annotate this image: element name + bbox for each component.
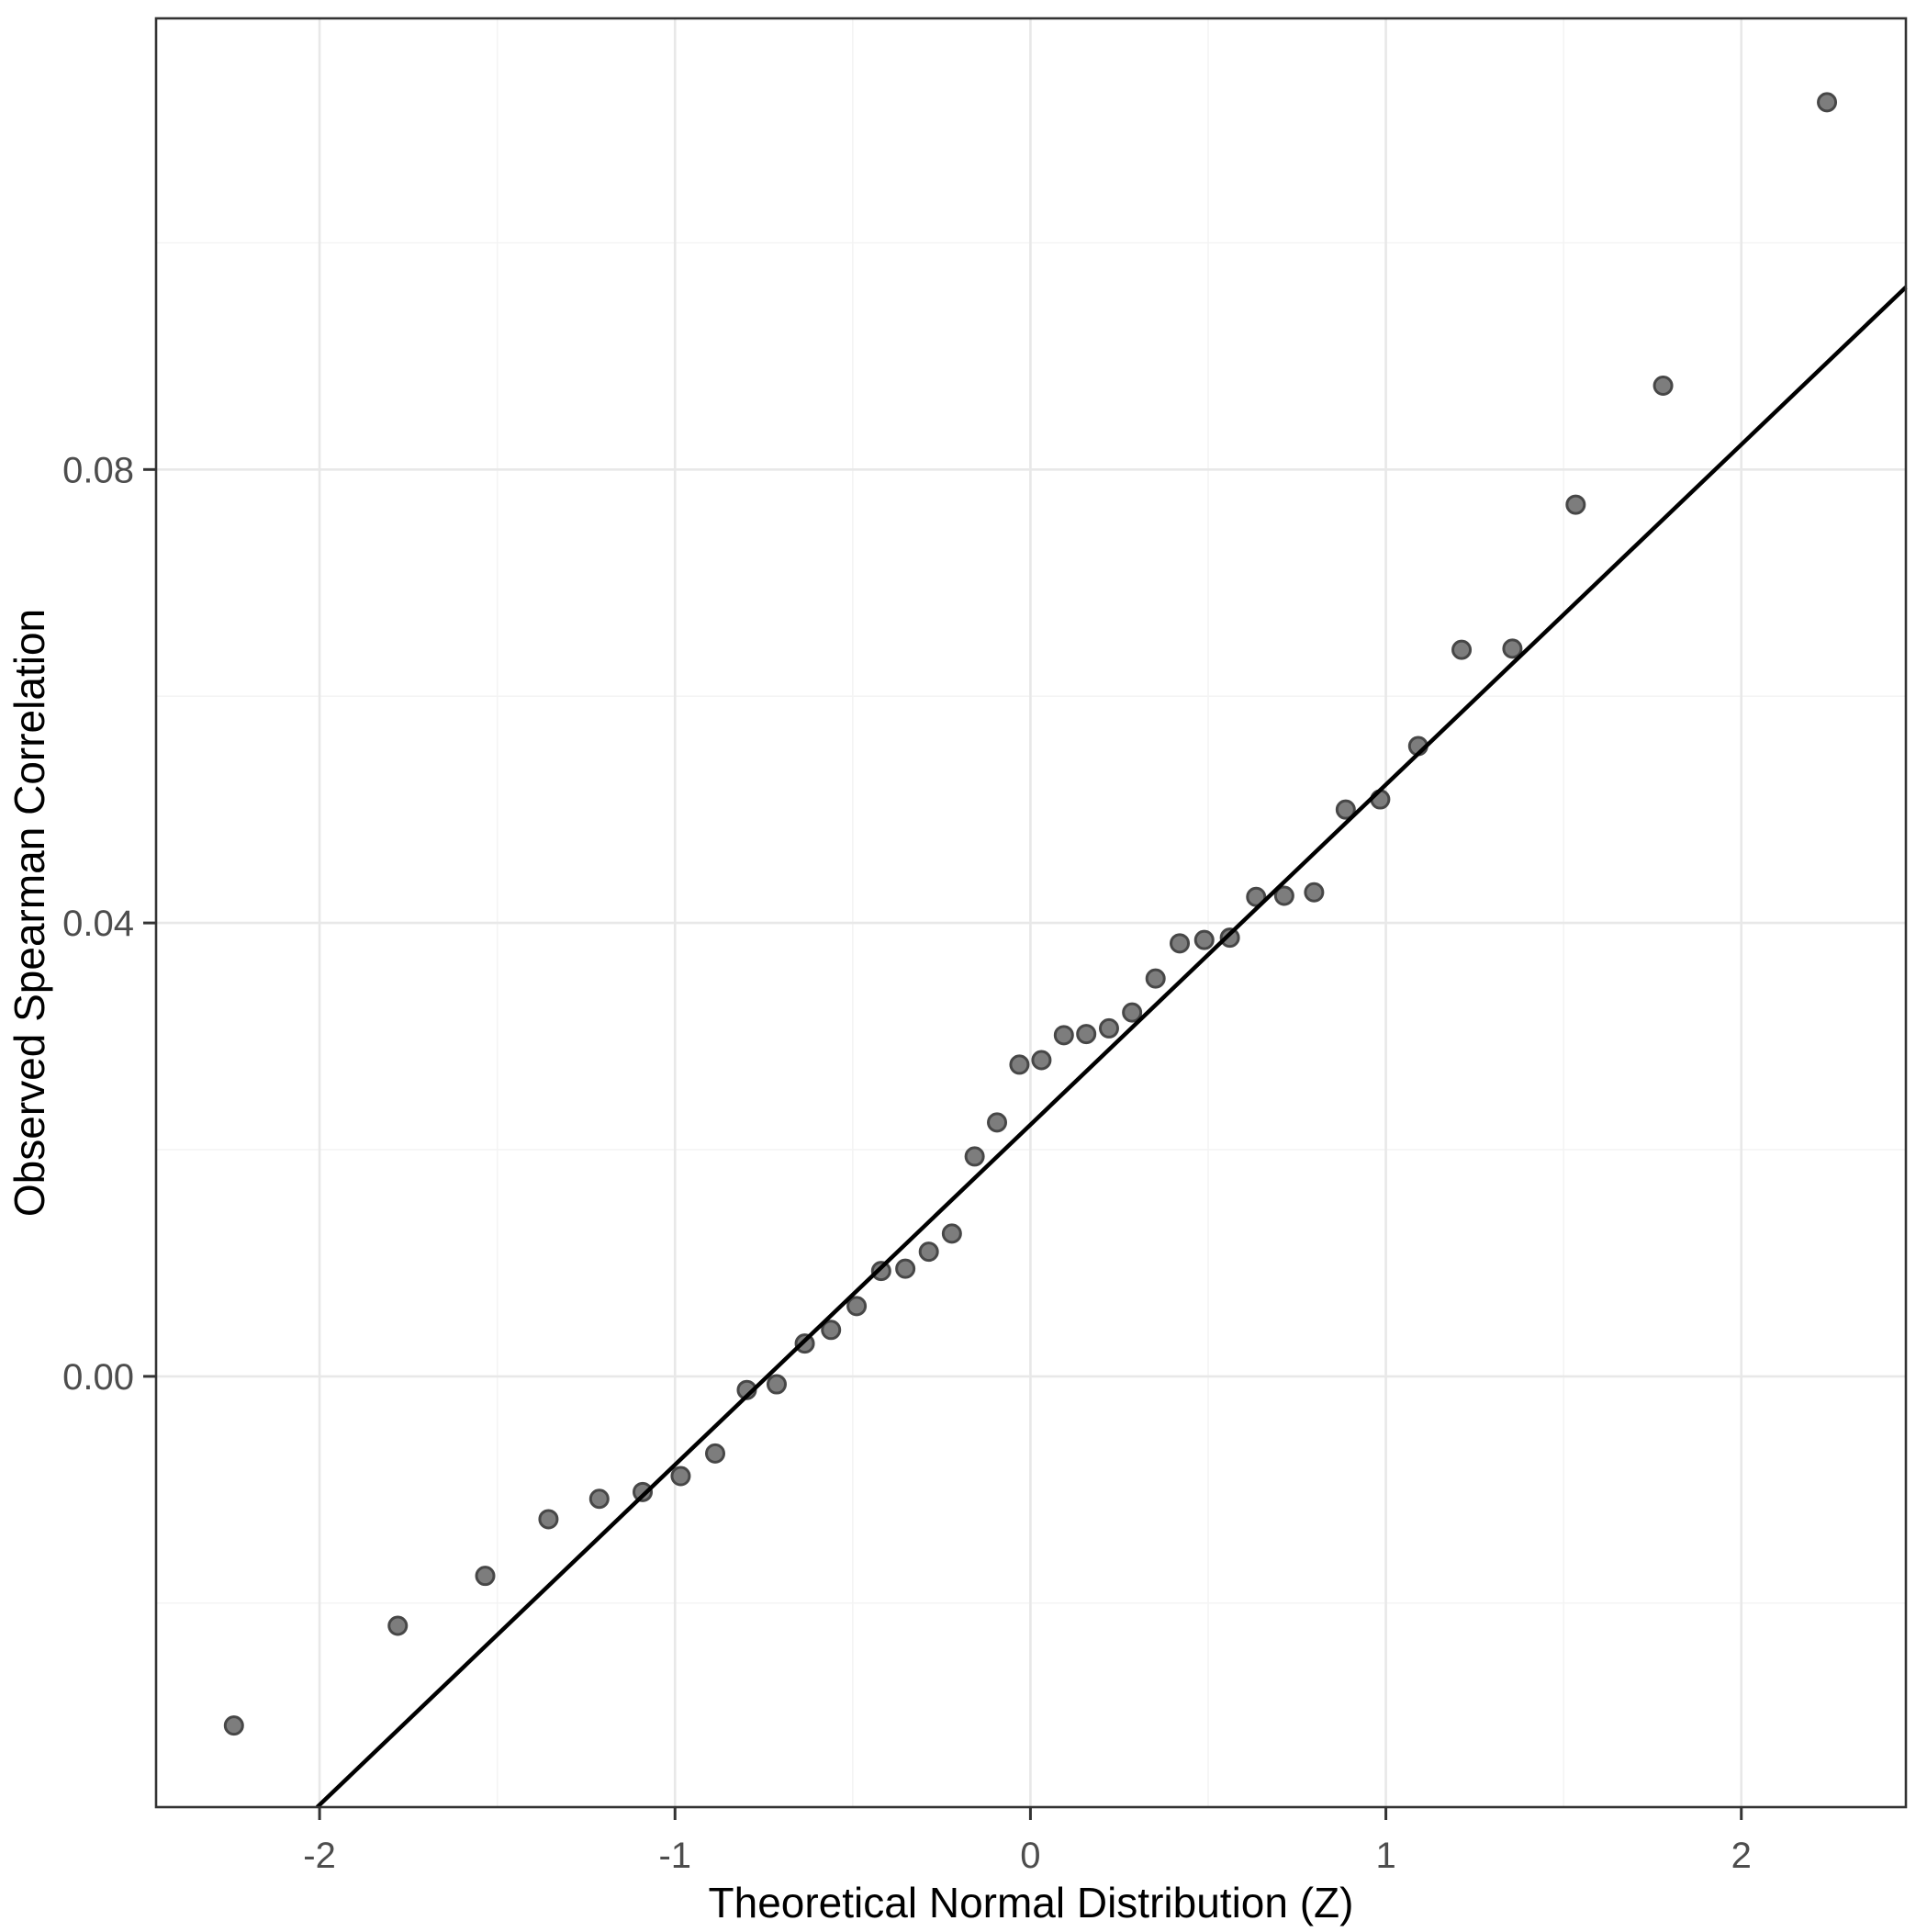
data-point (1653, 375, 1674, 396)
x-axis-tick-label: -1 (658, 1836, 691, 1876)
y-axis-tick-label: 0.00 (62, 1357, 134, 1398)
data-point (1122, 1002, 1143, 1023)
data-point (846, 1296, 868, 1317)
data-point (1098, 1017, 1119, 1039)
data-point (1219, 927, 1240, 949)
data-point (387, 1615, 409, 1636)
data-point (633, 1481, 654, 1502)
x-axis-tick-label: 2 (1731, 1836, 1752, 1876)
data-point (1193, 929, 1215, 950)
data-point (1053, 1025, 1074, 1046)
data-point (223, 1715, 244, 1736)
data-point (987, 1112, 1008, 1133)
data-point (1565, 494, 1586, 515)
data-point (1170, 933, 1191, 954)
data-point (705, 1443, 726, 1464)
data-point (1145, 968, 1166, 989)
qq-reference-line (315, 286, 1908, 1809)
data-point (588, 1488, 610, 1510)
data-point (1273, 885, 1294, 906)
data-point (1246, 886, 1267, 907)
data-point (1335, 799, 1356, 820)
data-point (766, 1374, 787, 1395)
data-point (538, 1509, 559, 1530)
gridlines-major (156, 18, 1906, 1807)
data-point (1076, 1024, 1097, 1045)
axis-tick-marks (143, 467, 1743, 1820)
data-point (895, 1258, 916, 1279)
data-point (918, 1241, 939, 1263)
axis-tick-labels: -2 -1 0 1 2 0.00 0.04 0.08 (62, 450, 1752, 1876)
data-point (475, 1566, 496, 1587)
x-axis-tick-label: 0 (1020, 1836, 1040, 1876)
data-point (1817, 92, 1838, 113)
data-point (1009, 1054, 1030, 1075)
x-axis-tick-label: 1 (1375, 1836, 1395, 1876)
y-axis-tick-label: 0.08 (62, 450, 134, 490)
data-point (1451, 639, 1473, 660)
y-axis-tick-label: 0.04 (62, 904, 134, 944)
data-point (964, 1146, 985, 1167)
data-point (1031, 1050, 1052, 1071)
data-point (870, 1261, 891, 1282)
y-axis-title: Observed Spearman Correlation (6, 609, 53, 1217)
data-point (1304, 882, 1325, 903)
data-point (941, 1223, 962, 1244)
data-point (821, 1320, 842, 1341)
data-point (670, 1466, 691, 1487)
scatter-points (223, 92, 1838, 1736)
x-axis-tick-label: -2 (303, 1836, 336, 1876)
x-axis-title: Theoretical Normal Distribution (Z) (709, 1879, 1354, 1926)
data-point (1502, 638, 1523, 659)
